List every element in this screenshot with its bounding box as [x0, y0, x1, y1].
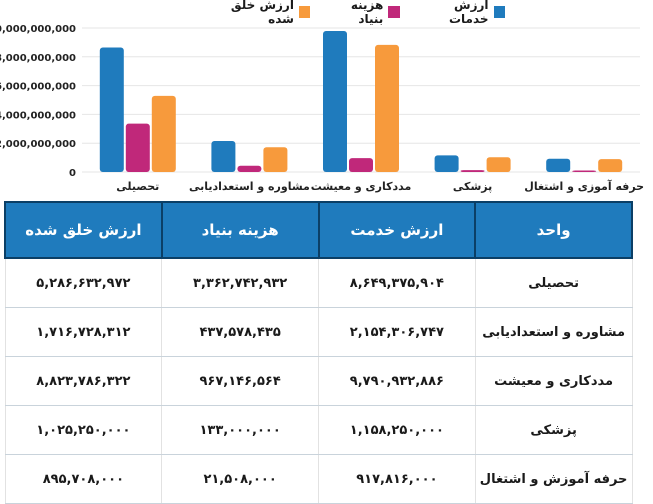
bar	[598, 159, 623, 172]
table-row: پزشکی ۱,۱۵۸,۲۵۰,۰۰۰ ۱۳۳,۰۰۰,۰۰۰ ۱,۰۲۵,۲۵…	[4, 405, 633, 455]
bar	[211, 140, 236, 172]
data-table: واحد ارزش خدمت هزینه بنیاد ارزش خلق شده …	[4, 201, 633, 504]
y-tick-label: 0	[69, 168, 76, 179]
y-tick-label: 8,000,000,000	[0, 53, 76, 64]
header-unit: واحد	[474, 201, 633, 259]
cell-unit: پزشکی	[474, 405, 633, 455]
cell-created-value: ۱,۰۲۵,۲۵۰,۰۰۰	[4, 405, 163, 455]
bar	[460, 170, 485, 172]
legend-item-created-value: ارزش خلق شده	[205, 0, 311, 26]
table-row: تحصیلی ۸,۶۴۹,۳۷۵,۹۰۴ ۳,۳۶۲,۷۴۲,۹۳۲ ۵,۲۸۶…	[4, 258, 633, 308]
legend-swatch	[298, 6, 311, 18]
bar-chart: 0 2,000,000,000 4,000,000,000 6,000,000,000…	[0, 24, 644, 193]
bar	[99, 47, 124, 172]
bar	[486, 157, 511, 172]
x-tick-label: مشاوره و استعدادیابی	[189, 180, 310, 193]
cell-foundation-cost: ۹۶۷,۱۴۶,۵۶۴	[161, 356, 319, 406]
x-tick-label: تحصیلی	[116, 180, 159, 193]
legend-swatch	[388, 6, 400, 18]
y-tick-label: 4,000,000,000	[0, 110, 76, 121]
cell-service-value: ۸,۶۴۹,۳۷۵,۹۰۴	[318, 258, 476, 308]
x-tick-label: حرفه آموزی و اشتغال	[524, 179, 644, 193]
cell-service-value: ۹۱۷,۸۱۶,۰۰۰	[318, 454, 476, 504]
header-service-value: ارزش خدمت	[317, 201, 477, 259]
cell-created-value: ۵,۲۸۶,۶۳۲,۹۷۲	[4, 258, 163, 308]
cell-foundation-cost: ۲۱,۵۰۸,۰۰۰	[161, 454, 319, 504]
header-created-value: ارزش خلق شده	[4, 201, 163, 259]
table-row: مشاوره و استعدادیابی ۲,۱۵۴,۳۰۶,۷۴۷ ۴۳۷,۵…	[4, 307, 633, 357]
table-row: مددکاری و معیشت ۹,۷۹۰,۹۳۲,۸۸۶ ۹۶۷,۱۴۶,۵۶…	[4, 356, 633, 406]
table-header-row: واحد ارزش خدمت هزینه بنیاد ارزش خلق شده	[4, 201, 633, 259]
cell-service-value: ۲,۱۵۴,۳۰۶,۷۴۷	[318, 307, 476, 357]
legend-label: ارزش خلق شده	[230, 0, 294, 26]
chart-legend: ارزش خدمات هزینه بنیاد ارزش خلق شده	[205, 0, 505, 26]
bar	[125, 123, 150, 172]
cell-unit: حرفه آموزش و اشتغال	[474, 454, 633, 504]
bar	[375, 44, 399, 172]
legend-item-foundation-cost: هزینه بنیاد	[324, 0, 400, 26]
legend-label: هزینه بنیاد	[350, 0, 384, 26]
table-row: حرفه آموزش و اشتغال ۹۱۷,۸۱۶,۰۰۰ ۲۱,۵۰۸,۰…	[4, 454, 633, 504]
header-foundation-cost: هزینه بنیاد	[160, 201, 320, 259]
cell-created-value: ۸,۸۲۳,۷۸۶,۳۲۲	[4, 356, 163, 406]
x-tick-label: مددکاری و معیشت	[311, 180, 412, 193]
x-tick-label: پزشکی	[453, 180, 492, 193]
cell-foundation-cost: ۴۳۷,۵۷۸,۴۳۵	[161, 307, 319, 357]
bar	[572, 170, 597, 172]
legend-swatch	[493, 6, 505, 18]
bar	[434, 155, 459, 172]
cell-unit: تحصیلی	[474, 258, 633, 308]
bar	[237, 165, 262, 172]
bar	[263, 147, 288, 172]
cell-unit: مشاوره و استعدادیابی	[474, 307, 633, 357]
legend-item-service-value: ارزش خدمات	[414, 0, 505, 26]
bar	[151, 95, 176, 172]
bar	[546, 158, 571, 172]
cell-foundation-cost: ۱۳۳,۰۰۰,۰۰۰	[161, 405, 319, 455]
y-tick-label: 6,000,000,000	[0, 82, 76, 93]
legend-label: ارزش خدمات	[448, 0, 489, 26]
cell-service-value: ۹,۷۹۰,۹۳۲,۸۸۶	[318, 356, 476, 406]
cell-created-value: ۱,۷۱۶,۷۲۸,۳۱۲	[4, 307, 163, 357]
cell-created-value: ۸۹۵,۷۰۸,۰۰۰	[4, 454, 163, 504]
bar	[323, 31, 347, 173]
cell-service-value: ۱,۱۵۸,۲۵۰,۰۰۰	[318, 405, 476, 455]
cell-foundation-cost: ۳,۳۶۲,۷۴۲,۹۳۲	[161, 258, 319, 308]
y-tick-label: 2,000,000,000	[0, 139, 76, 150]
bar	[349, 158, 373, 172]
y-tick-label: 10,000,000,000	[0, 24, 76, 35]
cell-unit: مددکاری و معیشت	[474, 356, 633, 406]
